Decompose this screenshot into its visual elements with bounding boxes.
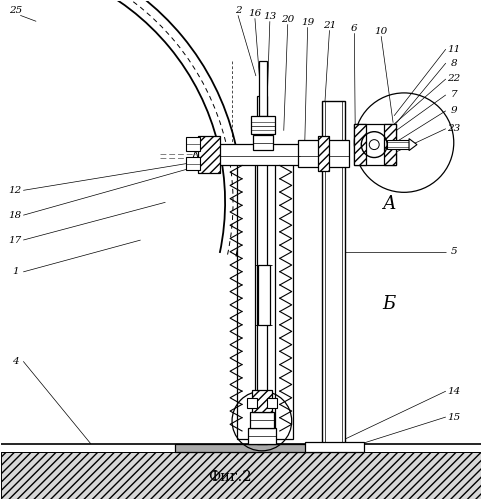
Text: 4: 4 bbox=[12, 357, 19, 366]
Bar bbox=[187, 136, 200, 150]
Text: 23: 23 bbox=[447, 124, 460, 133]
Bar bbox=[198, 136, 220, 173]
Bar bbox=[275, 156, 293, 439]
Bar bbox=[354, 124, 366, 166]
Text: 19: 19 bbox=[301, 18, 314, 27]
Bar bbox=[248, 428, 276, 444]
Bar bbox=[252, 390, 272, 412]
Bar bbox=[247, 398, 257, 408]
Bar bbox=[298, 140, 349, 168]
Bar bbox=[215, 144, 300, 166]
Text: 5: 5 bbox=[451, 248, 457, 256]
Text: 18: 18 bbox=[9, 210, 22, 220]
Bar bbox=[187, 156, 200, 170]
Bar bbox=[305, 442, 364, 452]
Text: 21: 21 bbox=[323, 21, 336, 30]
Text: 14: 14 bbox=[447, 386, 460, 396]
Text: 1: 1 bbox=[12, 268, 19, 276]
Text: 15: 15 bbox=[447, 412, 460, 422]
Bar bbox=[198, 136, 220, 173]
Text: 12: 12 bbox=[9, 186, 22, 195]
Bar bbox=[257, 96, 267, 444]
Bar bbox=[321, 101, 346, 444]
Text: 10: 10 bbox=[375, 27, 388, 36]
Text: 13: 13 bbox=[263, 12, 277, 21]
Bar bbox=[259, 61, 267, 116]
Bar bbox=[1, 444, 481, 498]
Text: 16: 16 bbox=[248, 9, 262, 18]
Text: 9: 9 bbox=[451, 106, 457, 116]
Bar bbox=[252, 390, 272, 412]
Bar bbox=[384, 124, 396, 166]
Bar bbox=[253, 134, 273, 150]
Bar bbox=[387, 140, 409, 148]
Bar bbox=[1, 452, 481, 498]
Text: 6: 6 bbox=[351, 24, 358, 33]
Text: 7: 7 bbox=[451, 90, 457, 100]
Text: А: А bbox=[382, 196, 396, 214]
Bar bbox=[175, 444, 320, 452]
Bar bbox=[354, 124, 366, 166]
Bar bbox=[258, 265, 270, 324]
Text: Фиг.2: Фиг.2 bbox=[208, 470, 252, 484]
Bar bbox=[384, 124, 396, 166]
Text: 2: 2 bbox=[235, 6, 241, 15]
Text: 8: 8 bbox=[451, 58, 457, 68]
Text: 17: 17 bbox=[9, 236, 22, 244]
Bar bbox=[267, 398, 277, 408]
Bar bbox=[250, 412, 274, 428]
Text: 11: 11 bbox=[447, 44, 460, 54]
Text: 25: 25 bbox=[9, 6, 22, 15]
Text: Б: Б bbox=[383, 294, 396, 312]
Text: $\Delta h$: $\Delta h$ bbox=[191, 149, 206, 161]
Bar bbox=[237, 156, 255, 439]
Text: 20: 20 bbox=[281, 15, 295, 24]
Bar bbox=[318, 136, 330, 172]
Bar bbox=[354, 124, 396, 166]
Polygon shape bbox=[409, 138, 417, 150]
Bar bbox=[251, 116, 275, 134]
Text: 22: 22 bbox=[447, 74, 460, 84]
Circle shape bbox=[369, 140, 379, 149]
Bar bbox=[318, 136, 330, 172]
